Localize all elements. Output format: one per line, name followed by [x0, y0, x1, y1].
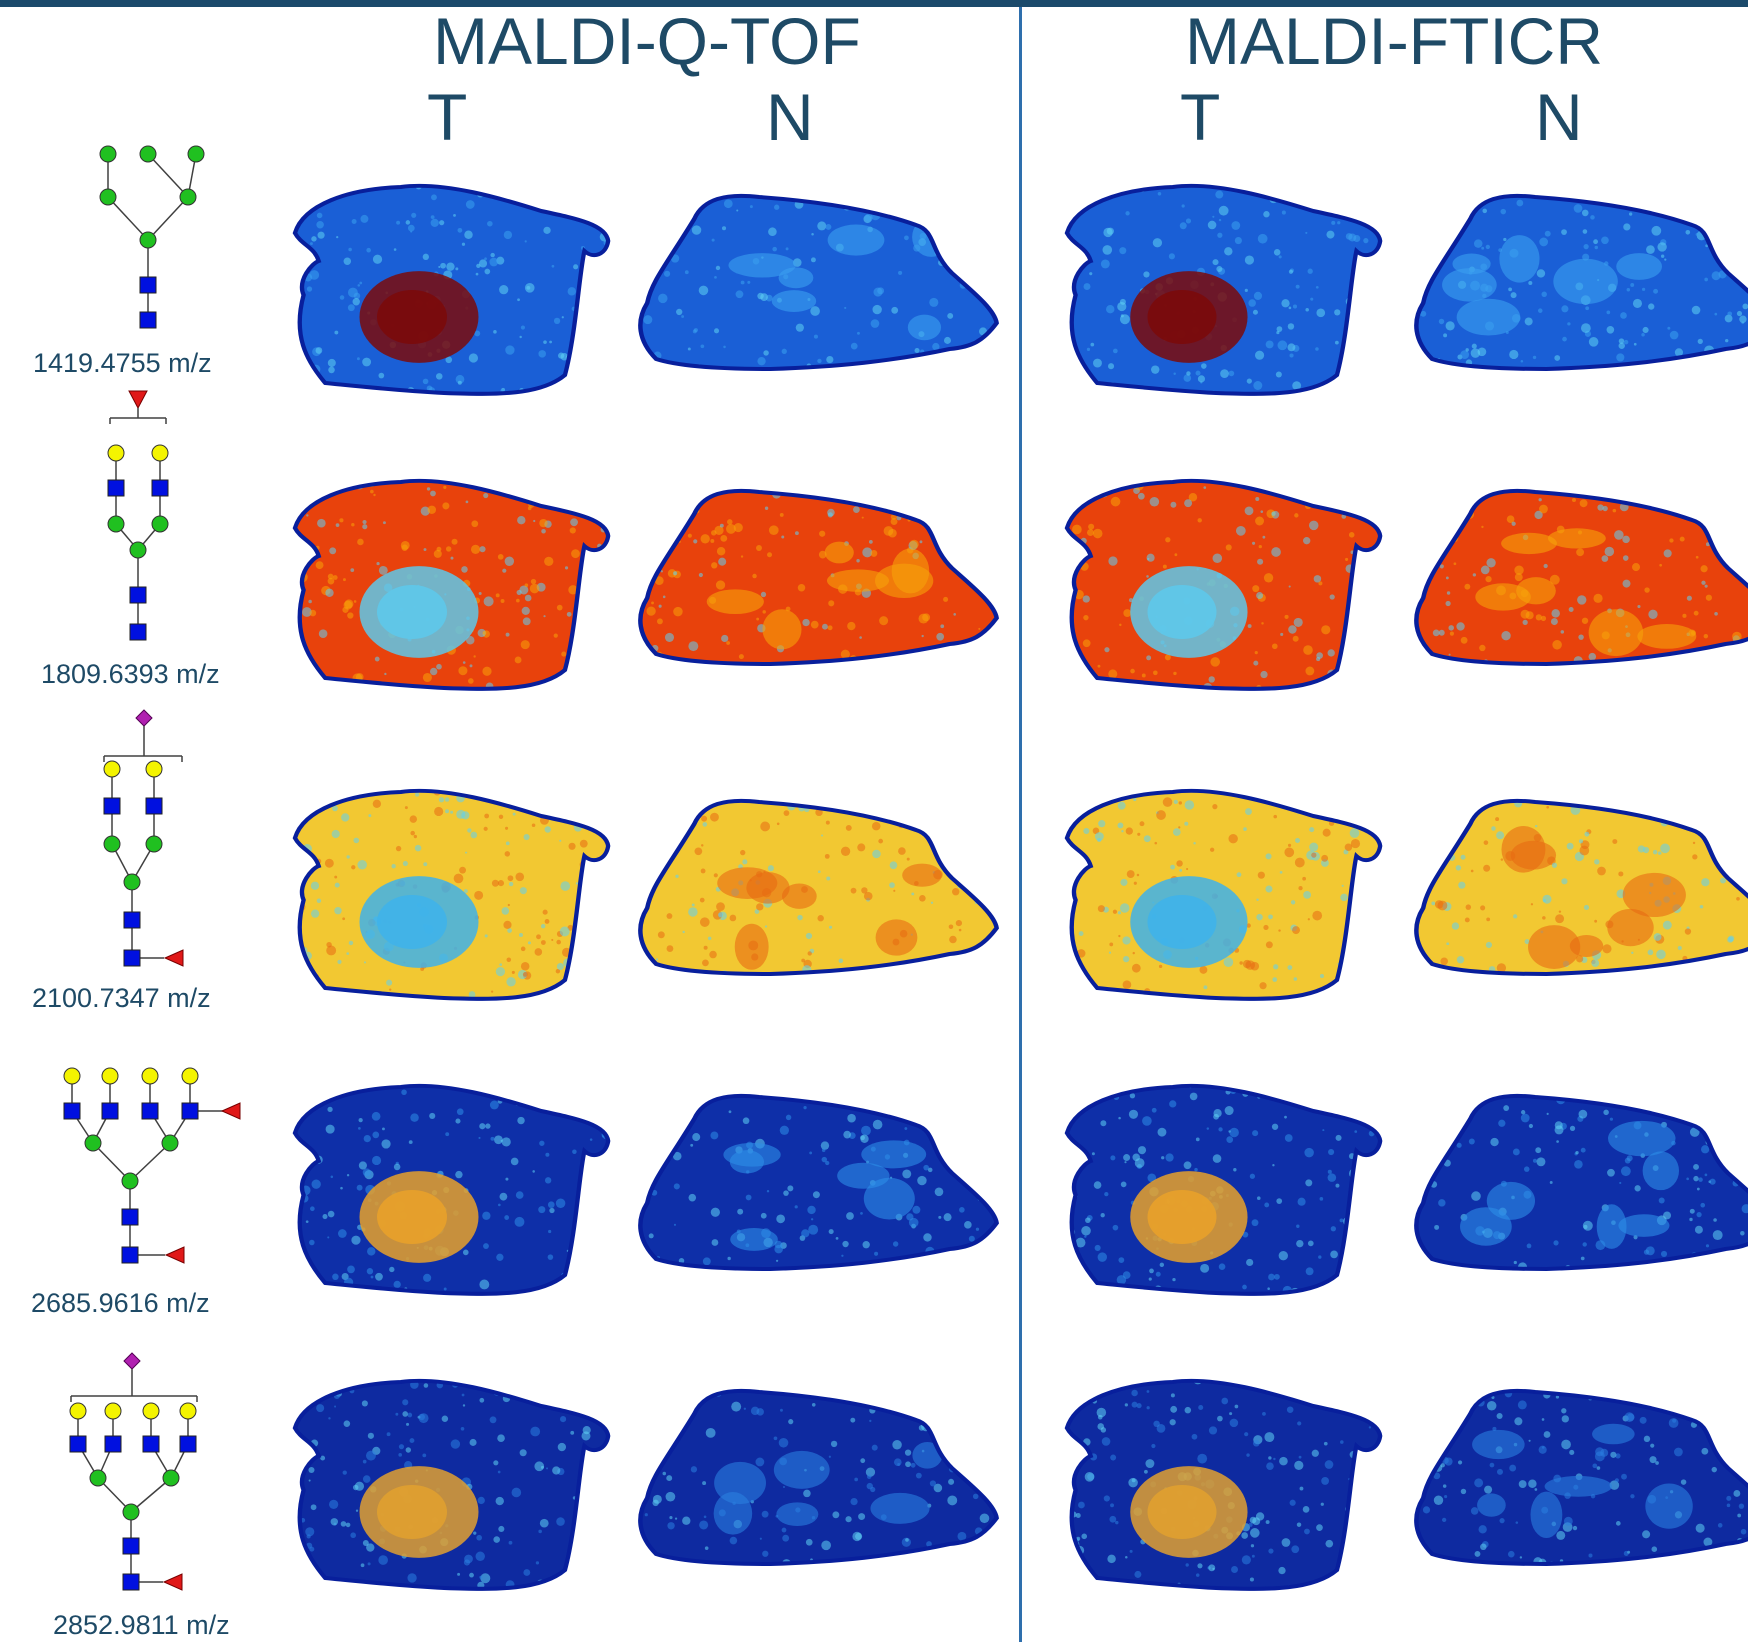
- ims-image-5-qtof-t: [292, 1378, 611, 1591]
- column-label-qtof-t: T: [427, 80, 468, 154]
- high-mannose-glycan-icon: [99, 145, 205, 329]
- ims-image-4-fticr-t: [1064, 1083, 1383, 1296]
- ims-image-5-fticr-n: [1414, 1388, 1748, 1567]
- mz-label-2: 1809.6393 m/z: [41, 659, 220, 689]
- ims-image-1-fticr-t: [1064, 183, 1383, 396]
- ims-image-2-fticr-n: [1414, 488, 1748, 667]
- ims-image-2-qtof-n: [638, 488, 999, 667]
- ims-image-4-qtof-t: [292, 1083, 611, 1296]
- ims-image-3-qtof-n: [638, 798, 999, 977]
- column-label-qtof-n: N: [766, 80, 814, 154]
- tissue-section: [640, 490, 997, 665]
- ims-image-2-qtof-t: [292, 478, 611, 691]
- ims-image-1-qtof-t: [292, 183, 611, 396]
- tissue-section: [640, 800, 997, 975]
- tissue-section: [640, 1390, 997, 1565]
- tissue-section: [640, 195, 997, 370]
- tissue-section: [640, 1095, 997, 1270]
- tissue-section: [1066, 480, 1381, 689]
- mz-label-5: 2852.9811 m/z: [53, 1610, 230, 1640]
- ims-image-3-fticr-t: [1064, 788, 1383, 1001]
- mz-label-1: 1419.4755 m/z: [33, 348, 212, 378]
- tissue-section: [1416, 1095, 1748, 1270]
- mz-label-4: 2685.9616 m/z: [31, 1288, 210, 1318]
- ims-image-3-fticr-n: [1414, 798, 1748, 977]
- group-divider: [1019, 7, 1022, 1642]
- fucosylated-biantennary-glycan-icon: [107, 390, 169, 641]
- tissue-section: [1416, 195, 1748, 370]
- tissue-section: [1416, 1390, 1748, 1565]
- tissue-section: [294, 1380, 609, 1589]
- sialylated-biantennary-glycan-icon: [103, 709, 184, 967]
- tissue-section: [1066, 790, 1381, 999]
- group-title-qtof: MALDI-Q-TOF: [433, 4, 861, 78]
- column-label-fticr-t: T: [1180, 80, 1221, 154]
- top-border: [0, 0, 1748, 7]
- ims-image-1-qtof-n: [638, 193, 999, 372]
- ims-image-4-qtof-n: [638, 1093, 999, 1272]
- tissue-section: [1416, 800, 1748, 975]
- tissue-section: [1066, 1380, 1381, 1589]
- column-label-fticr-n: N: [1535, 80, 1583, 154]
- tissue-section: [294, 480, 609, 689]
- ims-image-4-fticr-n: [1414, 1093, 1748, 1272]
- ims-image-5-fticr-t: [1064, 1378, 1383, 1591]
- tissue-section: [1066, 1085, 1381, 1294]
- mz-label-3: 2100.7347 m/z: [32, 983, 211, 1013]
- ims-image-5-qtof-n: [638, 1388, 999, 1567]
- group-title-fticr: MALDI-FTICR: [1185, 4, 1603, 78]
- tissue-section: [1066, 185, 1381, 394]
- ims-image-3-qtof-t: [292, 788, 611, 1001]
- tetraantennary-glycan-icon: [63, 1067, 241, 1264]
- sialylated-tetraantennary-glycan-icon: [69, 1352, 198, 1591]
- tissue-section: [294, 185, 609, 394]
- ims-image-2-fticr-t: [1064, 478, 1383, 691]
- tissue-section: [1416, 490, 1748, 665]
- ims-image-1-fticr-n: [1414, 193, 1748, 372]
